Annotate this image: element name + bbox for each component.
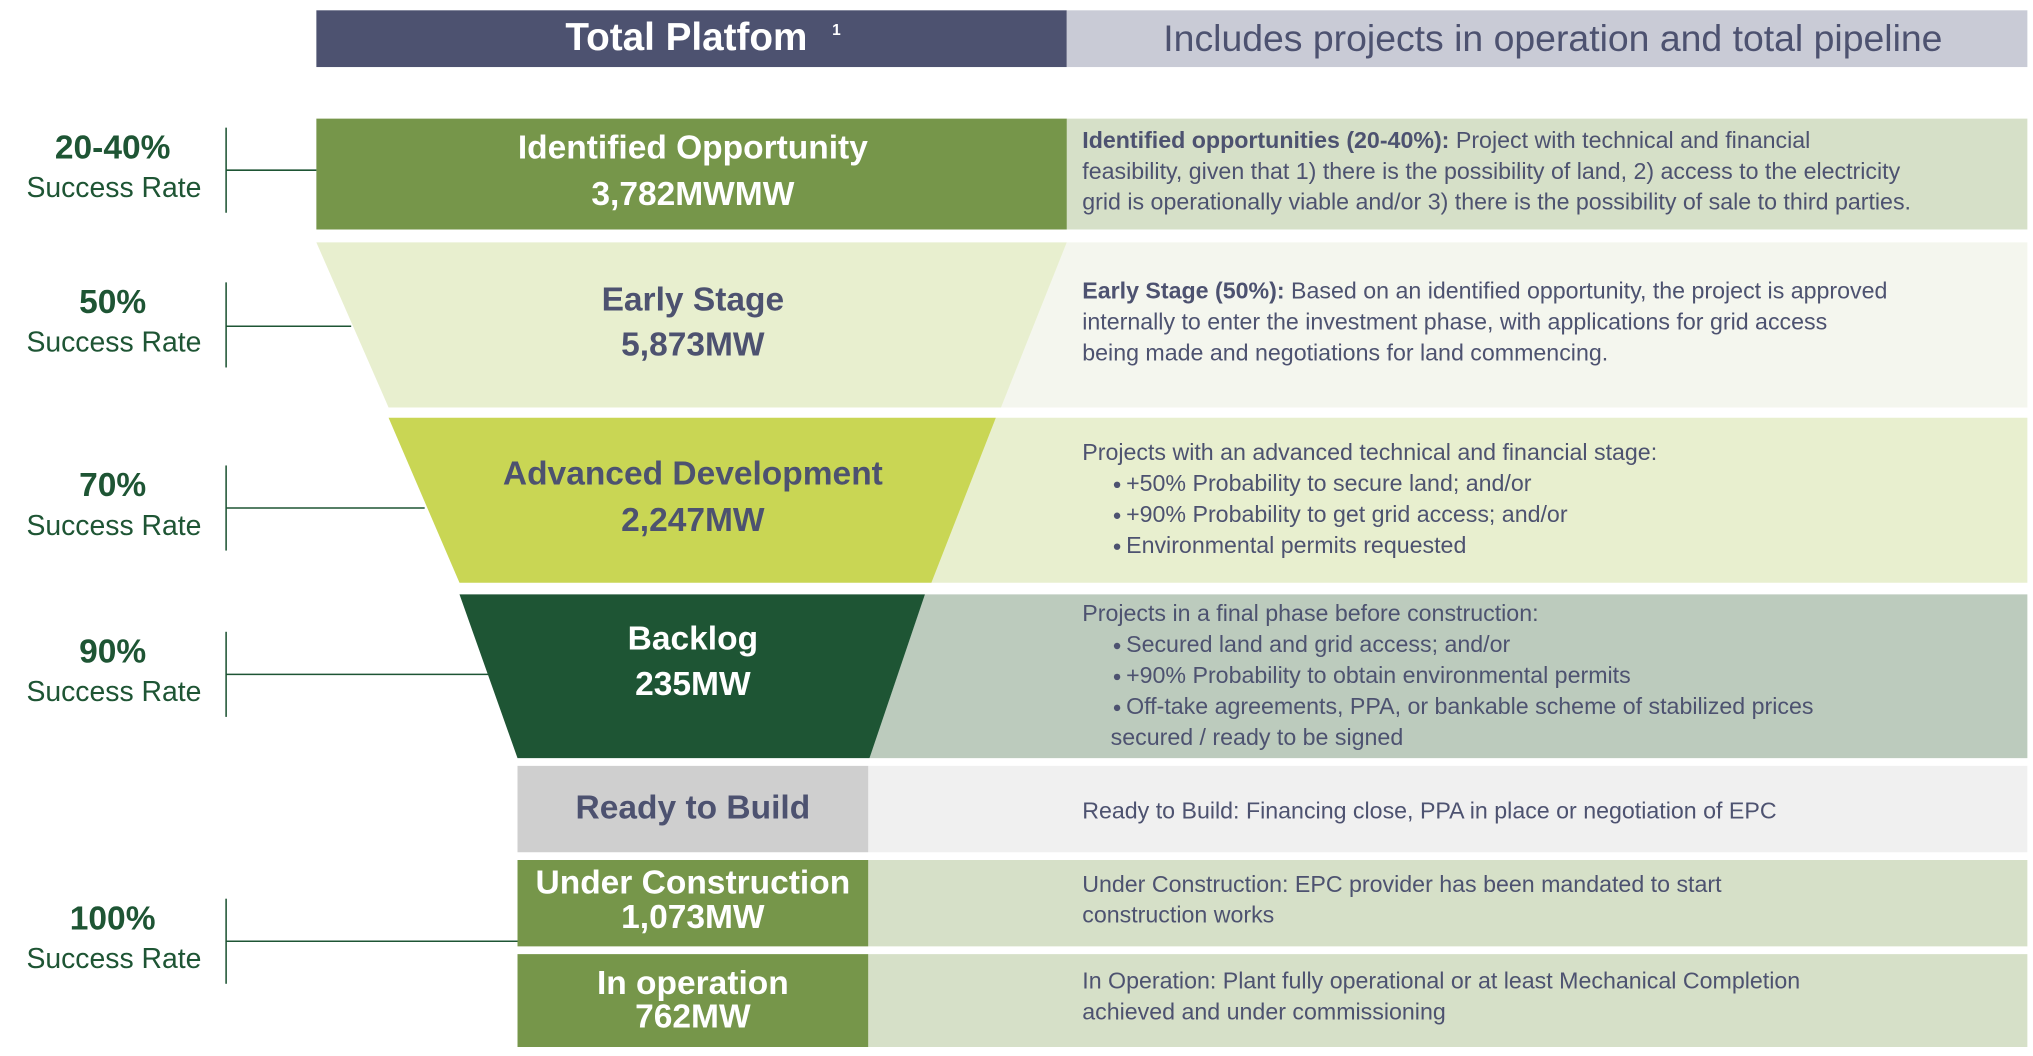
description-text: Based on an identified opportunity, the … [1291, 278, 1887, 304]
description-bg [1066, 118, 2028, 230]
description-text: construction works [1082, 902, 1274, 928]
stage-shape [517, 765, 869, 853]
description-bg [868, 765, 2028, 853]
bullet-text: secured / ready to be signed [1111, 724, 1404, 750]
bullet [1113, 642, 1121, 650]
header-subtitle: Includes projects in operation and total… [1163, 17, 1942, 59]
rate-percent: 90% [79, 634, 146, 671]
description-text: being made and negotiations for land com… [1082, 340, 1608, 366]
description-line: Under Construction: EPC provider has bee… [1082, 871, 1722, 897]
description-line: Projects in a final phase before constru… [1082, 600, 1538, 626]
description-text: Project with technical and financial [1456, 127, 1810, 153]
stage-shape [316, 242, 1067, 408]
rate-label: Success Rate [26, 676, 201, 708]
stage-name: Backlog [628, 621, 758, 658]
description-bg [1001, 242, 2028, 408]
description-line: Identified opportunities (20-40%): Proje… [1082, 127, 1810, 153]
header-title: Total Platfom [565, 16, 807, 59]
bullet [1113, 704, 1121, 712]
bullet-text: +50% Probability to secure land; and/or [1126, 470, 1532, 496]
stage-value: 762MW [635, 998, 751, 1035]
description-text: feasibility, given that 1) there is the … [1082, 158, 1900, 184]
stage-value: 235MW [635, 666, 751, 703]
bullet [1113, 512, 1121, 519]
description-line: being made and negotiations for land com… [1082, 340, 1608, 366]
stage-shape [459, 594, 925, 759]
description-line: internally to enter the investment phase… [1082, 309, 1827, 335]
stage-name: Under Construction [536, 864, 851, 901]
stage-shape [388, 417, 996, 583]
rate-label: Success Rate [26, 327, 201, 359]
stage-value: 3,782MWMW [591, 176, 794, 213]
stage-value: 1,073MW [621, 899, 765, 936]
stage-name: Advanced Development [503, 456, 883, 493]
description-text: achieved and under commissioning [1082, 999, 1445, 1025]
header-right [1066, 10, 2028, 68]
stage-name: Early Stage [602, 282, 785, 319]
rate-percent: 50% [79, 284, 146, 321]
stage-name: Ready to Build [576, 790, 811, 827]
bullet [1113, 481, 1121, 489]
bullet [1113, 673, 1121, 681]
rate-percent: 20-40% [55, 129, 171, 166]
description-line: Early Stage (50%): Based on an identifie… [1082, 278, 1887, 304]
stage-name: In operation [597, 965, 789, 1002]
rate-percent: 70% [79, 467, 146, 504]
header-footnote: 1 [832, 22, 841, 39]
rate-percent: 100% [70, 900, 156, 937]
stage-shape [316, 118, 1067, 230]
description-text: Under Construction: EPC provider has bee… [1082, 871, 1722, 897]
stage-value: 5,873MW [621, 327, 765, 364]
bullet-text: +90% Probability to obtain environmental… [1126, 662, 1631, 688]
bullet [1113, 543, 1121, 550]
description-line: feasibility, given that 1) there is the … [1082, 158, 1900, 184]
description-bg [868, 954, 2028, 1047]
description-text: Ready to Build: Financing close, PPA in … [1082, 797, 1776, 823]
description-bold: Identified opportunities (20-40%): [1082, 127, 1449, 153]
description-line: grid is operationally viable and/or 3) t… [1082, 189, 1911, 215]
description-text: Projects in a final phase before constru… [1082, 600, 1538, 626]
rate-label: Success Rate [26, 943, 201, 975]
bullet-text: +90% Probability to get grid access; and… [1126, 501, 1568, 527]
description-line: achieved and under commissioning [1082, 999, 1445, 1025]
bullet-text: Environmental permits requested [1126, 532, 1466, 558]
description-line: In Operation: Plant fully operational or… [1082, 968, 1800, 994]
description-bold: Early Stage (50%): [1082, 278, 1284, 304]
description-bg [931, 417, 2028, 583]
bullet-text: Secured land and grid access; and/or [1126, 631, 1510, 657]
bullet-text: Off-take agreements, PPA, or bankable sc… [1126, 693, 1813, 719]
description-text: grid is operationally viable and/or 3) t… [1082, 189, 1911, 215]
header-left [316, 10, 1067, 68]
description-line: Ready to Build: Financing close, PPA in … [1082, 797, 1776, 823]
stage-name: Identified Opportunity [518, 129, 868, 166]
description-line: construction works [1082, 902, 1274, 928]
description-line: Projects with an advanced technical and … [1082, 439, 1657, 465]
description-text: internally to enter the investment phase… [1082, 309, 1827, 335]
stage-shape [517, 860, 869, 947]
description-text: In Operation: Plant fully operational or… [1082, 968, 1800, 994]
stage-value: 2,247MW [621, 502, 765, 539]
description-bg [868, 860, 2028, 947]
description-bg [869, 594, 2028, 759]
stage-shape [517, 954, 869, 1047]
description-text: Projects with an advanced technical and … [1082, 439, 1657, 465]
rate-label: Success Rate [26, 510, 201, 542]
rate-label: Success Rate [26, 172, 201, 204]
